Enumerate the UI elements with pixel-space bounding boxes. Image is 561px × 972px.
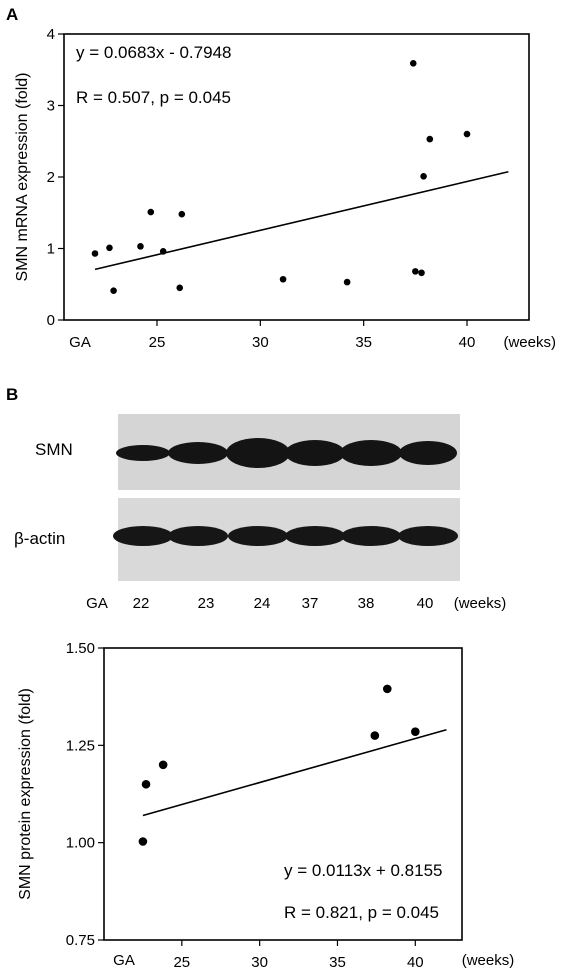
blot-row-label-actin: β-actin	[14, 529, 65, 548]
actin-band	[398, 526, 458, 546]
mrna-scatter-chart: SMN mRNA expression (fold) y = 0.0683x -…	[14, 26, 556, 351]
lane-label: 24	[254, 595, 271, 612]
data-point	[420, 172, 427, 180]
regression-line	[142, 728, 447, 817]
lane-label: 38	[358, 595, 375, 612]
actin-band	[168, 526, 228, 546]
y-axis-label: SMN mRNA expression (fold)	[14, 73, 31, 282]
data-point	[137, 243, 144, 250]
y-tick-label: 1	[47, 241, 55, 258]
lane-unit-label: (weeks)	[454, 595, 507, 612]
data-point	[426, 135, 434, 143]
lane-label: 37	[302, 595, 319, 612]
y-tick-label: 4	[47, 26, 55, 43]
smn-band	[285, 440, 345, 466]
x-tick-label: 35	[329, 954, 346, 971]
data-point	[106, 244, 113, 252]
data-point	[147, 208, 155, 216]
data-point	[91, 250, 99, 257]
y-tick-label: 0	[47, 312, 55, 329]
western-blot: SMN β-actin GA (weeks) 22 23 24 37 38 40	[14, 414, 506, 612]
lane-prefix-label: GA	[86, 595, 108, 612]
actin-band	[113, 526, 173, 546]
y-tick-label: 0.75	[66, 932, 95, 949]
actin-band	[228, 526, 288, 546]
y-tick-label: 1.50	[66, 640, 95, 657]
y-axis-label: SMN protein expression (fold)	[17, 688, 34, 900]
data-point	[178, 210, 186, 218]
regression-line	[94, 170, 509, 271]
actin-band	[285, 526, 345, 546]
x-tick-label: 40	[407, 954, 424, 971]
x-unit-label: (weeks)	[503, 334, 556, 351]
smn-band	[116, 445, 170, 461]
data-point	[176, 284, 184, 292]
lane-label: 22	[133, 595, 150, 612]
data-point	[110, 287, 117, 294]
lane-label: 40	[417, 595, 434, 612]
data-point	[418, 269, 425, 277]
data-point	[370, 731, 380, 740]
data-point	[138, 837, 148, 846]
x-tick-label: 25	[149, 334, 166, 351]
x-prefix-label: GA	[113, 952, 135, 969]
y-tick-label: 2	[47, 169, 55, 186]
smn-band	[168, 442, 228, 464]
data-point	[409, 60, 417, 67]
x-unit-label: (weeks)	[462, 952, 515, 969]
data-point	[159, 248, 167, 255]
y-tick-label: 1.00	[66, 835, 95, 852]
x-tick-label: 40	[459, 334, 476, 351]
data-point	[158, 760, 168, 770]
smn-band	[399, 441, 457, 465]
smn-band	[340, 440, 402, 466]
data-point	[279, 275, 287, 283]
regression-equation: y = 0.0683x - 0.7948	[76, 43, 231, 62]
protein-scatter-chart: SMN protein expression (fold) y = 0.0113…	[17, 640, 514, 971]
data-point	[463, 130, 471, 138]
data-point	[343, 278, 351, 286]
plot-frame	[103, 647, 463, 941]
lane-label: 23	[198, 595, 215, 612]
x-tick-label: 30	[251, 954, 268, 971]
x-tick-label: 35	[355, 334, 372, 351]
x-tick-label: 30	[252, 334, 269, 351]
panel-a-letter: A	[6, 5, 18, 24]
blot-row-label-smn: SMN	[35, 440, 73, 459]
correlation-stats: R = 0.507, p = 0.045	[76, 88, 231, 107]
x-tick-label: 25	[173, 954, 190, 971]
x-prefix-label: GA	[69, 334, 91, 351]
smn-band	[226, 438, 290, 468]
data-point	[382, 684, 392, 694]
data-point	[141, 779, 151, 789]
plot-frame	[63, 33, 530, 321]
data-point	[411, 727, 420, 737]
actin-band	[341, 526, 401, 546]
panel-b-letter: B	[6, 385, 18, 404]
regression-equation: y = 0.0113x + 0.8155	[284, 861, 442, 880]
correlation-stats: R = 0.821, p = 0.045	[284, 903, 439, 922]
y-tick-label: 1.25	[66, 737, 95, 754]
y-tick-label: 3	[47, 98, 55, 115]
data-point	[412, 268, 419, 275]
